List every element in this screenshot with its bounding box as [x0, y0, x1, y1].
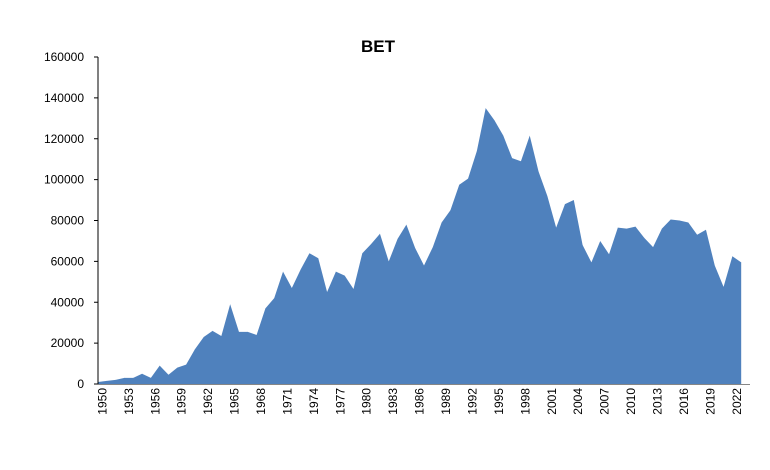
x-tick-label: 1965 — [228, 388, 242, 415]
x-tick-label: 2004 — [571, 388, 585, 415]
x-tick-label: 2001 — [545, 388, 559, 415]
bet-series-area — [98, 108, 741, 384]
x-tick-label: 1992 — [465, 388, 479, 415]
y-tick-label: 40000 — [51, 295, 85, 309]
y-tick-label: 20000 — [51, 336, 85, 350]
x-tick-label: 1971 — [280, 388, 294, 415]
y-tick-label: 100000 — [44, 173, 84, 187]
x-tick-label: 2010 — [624, 388, 638, 415]
x-tick-label: 1962 — [201, 388, 215, 415]
y-axis-tick-labels: 0 20000 40000 60000 80000 100000 120000 140000 1… — [44, 50, 98, 391]
x-tick-label: 1968 — [254, 388, 268, 415]
y-tick-label: 80000 — [51, 214, 85, 228]
x-tick-label: 1998 — [518, 388, 532, 415]
x-tick-label: 1950 — [95, 388, 109, 415]
x-tick-label: 1995 — [492, 388, 506, 415]
x-tick-label: 2007 — [598, 388, 612, 415]
y-tick-label: 140000 — [44, 91, 84, 105]
y-tick-label: 60000 — [51, 254, 85, 268]
x-tick-label: 2016 — [677, 388, 691, 415]
x-tick-label: 1974 — [307, 388, 321, 415]
x-tick-label: 1983 — [386, 388, 400, 415]
x-tick-label: 1980 — [360, 388, 374, 415]
x-axis-tick-labels: 1950 1953 1956 1959 1962 1965 1968 1971 1974 1977… — [95, 388, 743, 415]
x-tick-label: 1989 — [439, 388, 453, 415]
x-tick-label: 2019 — [703, 388, 717, 415]
series-area — [98, 108, 741, 384]
y-tick-label: 120000 — [44, 132, 84, 146]
x-tick-label: 1956 — [148, 388, 162, 415]
x-tick-label: 1977 — [333, 388, 347, 415]
x-tick-label: 1986 — [413, 388, 427, 415]
y-tick-label: 160000 — [44, 50, 84, 64]
x-tick-label: 1959 — [175, 388, 189, 415]
y-tick-label: 0 — [77, 377, 84, 391]
chart-title: BET — [361, 37, 396, 56]
x-tick-label: 2022 — [730, 388, 744, 415]
x-tick-label: 1953 — [122, 388, 136, 415]
x-tick-label: 2013 — [650, 388, 664, 415]
